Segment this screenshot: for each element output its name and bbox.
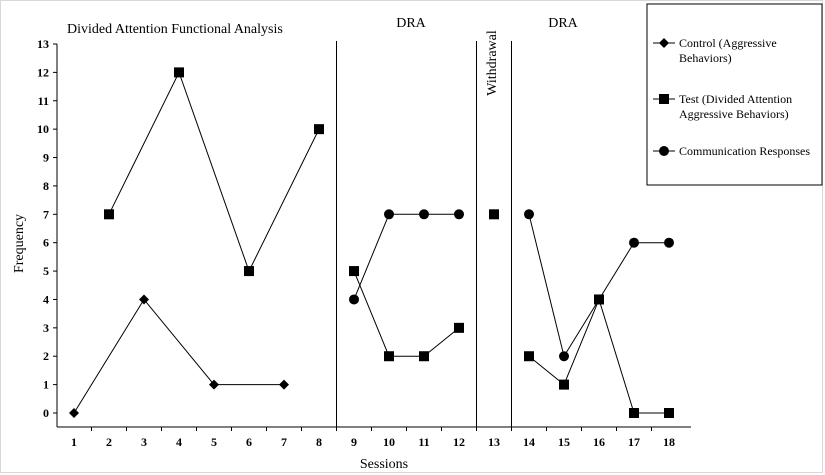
y-tick-label: 0 [43, 406, 49, 420]
x-axis-title: Sessions [360, 457, 408, 472]
data-point [349, 294, 359, 305]
y-tick-label: 2 [43, 349, 49, 363]
x-tick-label: 2 [106, 435, 112, 449]
series-line [528, 297, 669, 414]
series-line [528, 214, 669, 358]
x-tick-label: 7 [281, 435, 287, 449]
series-line [73, 298, 284, 414]
y-axis-title: Frequency [12, 214, 27, 273]
data-point [419, 351, 429, 362]
phase-label-dra-1: DRA [396, 16, 426, 31]
legend-marker-square [659, 94, 669, 104]
y-tick-label: 3 [43, 321, 49, 335]
labels: Sessions Frequency Divided Attention Funct… [12, 16, 579, 472]
x-tick-label: 13 [488, 435, 500, 449]
y-tick-label: 6 [43, 236, 49, 250]
y-tick-label: 7 [43, 207, 49, 221]
y-tick-label: 1 [43, 378, 49, 392]
data-point [209, 379, 219, 390]
x-tick-label: 6 [246, 435, 252, 449]
data-point [454, 322, 464, 333]
phase-label-dra-2: DRA [548, 16, 578, 31]
legend-label: Aggressive Behaviors) [679, 107, 789, 121]
y-tick-label: 8 [43, 179, 49, 193]
legend-label: Control (Aggressive [679, 36, 777, 50]
y-tick-label: 5 [43, 264, 49, 278]
y-tick-label: 11 [38, 94, 49, 108]
legend-box [646, 3, 823, 186]
x-tick-label: 3 [141, 435, 147, 449]
data-point [629, 237, 639, 248]
x-tick-label: 1 [71, 435, 77, 449]
series-line [108, 71, 320, 273]
data-point [454, 209, 464, 220]
x-tick-label: 17 [628, 435, 640, 449]
data-point [524, 351, 534, 362]
data-point [139, 294, 149, 305]
data-point [279, 379, 289, 390]
series-line [353, 270, 460, 357]
x-tick-label: 8 [316, 435, 322, 449]
data-point [384, 209, 394, 220]
data-point [419, 209, 429, 220]
x-tick-label: 9 [351, 435, 357, 449]
y-tick-label: 4 [43, 292, 49, 306]
data-point [349, 266, 359, 277]
x-tick-label: 14 [523, 435, 535, 449]
legend-label: Communication Responses [679, 144, 810, 158]
series-circle [349, 209, 674, 362]
x-tick-label: 11 [418, 435, 429, 449]
data-point [559, 379, 569, 390]
legend-marker-circle [659, 146, 669, 156]
data-point [524, 209, 534, 220]
y-tick-label: 9 [43, 151, 49, 165]
phase-lines [336, 41, 512, 427]
series-diamond [69, 294, 289, 418]
x-tick-label: 16 [593, 435, 605, 449]
y-tick-label: 10 [37, 122, 49, 136]
data-point [629, 408, 639, 418]
data-point [489, 209, 499, 220]
data-point [664, 408, 674, 418]
x-tick-label: 10 [383, 435, 395, 449]
data-point [174, 67, 184, 78]
phase-label-baseline: Divided Attention Functional Analysis [67, 22, 283, 37]
series-line [353, 213, 459, 300]
y-tick-label: 13 [37, 37, 49, 51]
data-point [384, 351, 394, 362]
x-tick-label: 18 [663, 435, 675, 449]
series-layer [69, 67, 674, 418]
data-point [594, 294, 604, 305]
legend-label: Test (Divided Attention [679, 92, 792, 106]
data-point [69, 408, 79, 418]
x-tick-label: 15 [558, 435, 570, 449]
data-point [314, 124, 324, 135]
data-point [244, 266, 254, 277]
phase-label-withdrawal: Withdrawal [485, 30, 500, 96]
y-tick-label: 12 [37, 65, 49, 79]
legend-label: Behaviors) [679, 51, 732, 65]
legend-marker-diamond [659, 38, 669, 48]
x-tick-label: 5 [211, 435, 217, 449]
series-square [104, 67, 674, 418]
data-point [104, 209, 114, 220]
x-tick-label: 12 [453, 435, 465, 449]
x-tick-label: 4 [176, 435, 182, 449]
data-point [664, 237, 674, 248]
data-point [559, 351, 569, 362]
